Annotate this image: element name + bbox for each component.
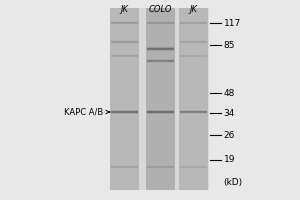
Text: 19: 19 [224, 156, 235, 164]
Text: 34: 34 [224, 108, 235, 117]
Text: 48: 48 [224, 88, 235, 98]
Bar [146, 8, 175, 190]
Text: 117: 117 [224, 19, 241, 27]
Bar [110, 8, 139, 190]
Text: (kD): (kD) [224, 178, 243, 188]
Text: 26: 26 [224, 130, 235, 140]
Text: 85: 85 [224, 40, 235, 49]
Text: KAPC A/B: KAPC A/B [64, 108, 110, 116]
Text: JK: JK [190, 5, 197, 14]
Bar [179, 8, 208, 190]
Text: COLO: COLO [149, 5, 172, 14]
Text: JK: JK [121, 5, 128, 14]
Bar [110, 8, 208, 190]
